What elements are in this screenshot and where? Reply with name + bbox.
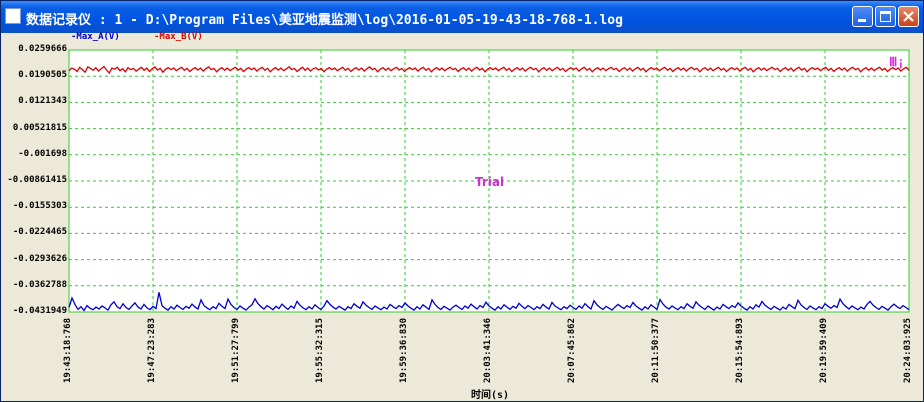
marker-label: Ⅲ¡ xyxy=(889,55,905,69)
y-tick-label: 0.00521815 xyxy=(12,122,67,133)
x-tick-label: 19:43:18:768 xyxy=(63,317,73,383)
trial-watermark: Trial xyxy=(475,175,505,189)
maximize-icon xyxy=(880,11,891,22)
x-tick-label: 20:19:59:409 xyxy=(819,317,829,383)
y-tick-label: -0.0224465 xyxy=(12,227,67,238)
x-tick-label: 20:07:45:862 xyxy=(567,317,577,383)
y-tick-label: -0.0431949 xyxy=(12,306,67,316)
window-title: 数据记录仪 : 1 - D:\Program Files\美亚地震监测\log\… xyxy=(26,13,623,28)
x-tick-label: 19:51:27:799 xyxy=(231,317,241,383)
legend-max-b[interactable]: -Max_B(V) xyxy=(154,32,203,42)
y-tick-label: -0.0293626 xyxy=(12,253,67,264)
y-tick-label: 0.0121343 xyxy=(18,96,67,107)
x-tick-label: 20:11:50:377 xyxy=(651,317,661,383)
minimize-button[interactable] xyxy=(852,6,873,27)
y-tick-label: -0.001698 xyxy=(18,148,67,159)
x-tick-label: 20:15:54:893 xyxy=(735,317,745,383)
minimize-icon xyxy=(858,19,866,22)
x-axis-label: 时间(s) xyxy=(471,390,510,401)
x-tick-label: 20:03:41:346 xyxy=(483,317,493,383)
x-tick-label: 19:55:32:315 xyxy=(315,317,325,383)
close-icon xyxy=(903,11,914,22)
series-line xyxy=(68,65,910,75)
legend-max-a[interactable]: -Max_A(V) xyxy=(71,32,120,42)
y-tick-label: 0.0190505 xyxy=(18,70,67,81)
series-line xyxy=(68,292,910,312)
chart-app-icon[interactable] xyxy=(5,8,21,24)
close-button[interactable] xyxy=(898,6,919,27)
title-bar[interactable]: 数据记录仪 : 1 - D:\Program Files\美亚地震监测\log\… xyxy=(1,1,923,33)
y-tick-label: -0.00861415 xyxy=(7,175,67,185)
y-tick-label: -0.0155303 xyxy=(12,201,67,212)
x-tick-label: 19:59:36:830 xyxy=(399,317,409,383)
y-tick-label: -0.0362788 xyxy=(12,279,67,290)
x-tick-label: 19:47:23:283 xyxy=(147,317,157,383)
y-tick-label: 0.0259666 xyxy=(18,44,67,54)
x-tick-label: 20:24:03:925 xyxy=(903,317,913,383)
maximize-button[interactable] xyxy=(875,6,896,27)
